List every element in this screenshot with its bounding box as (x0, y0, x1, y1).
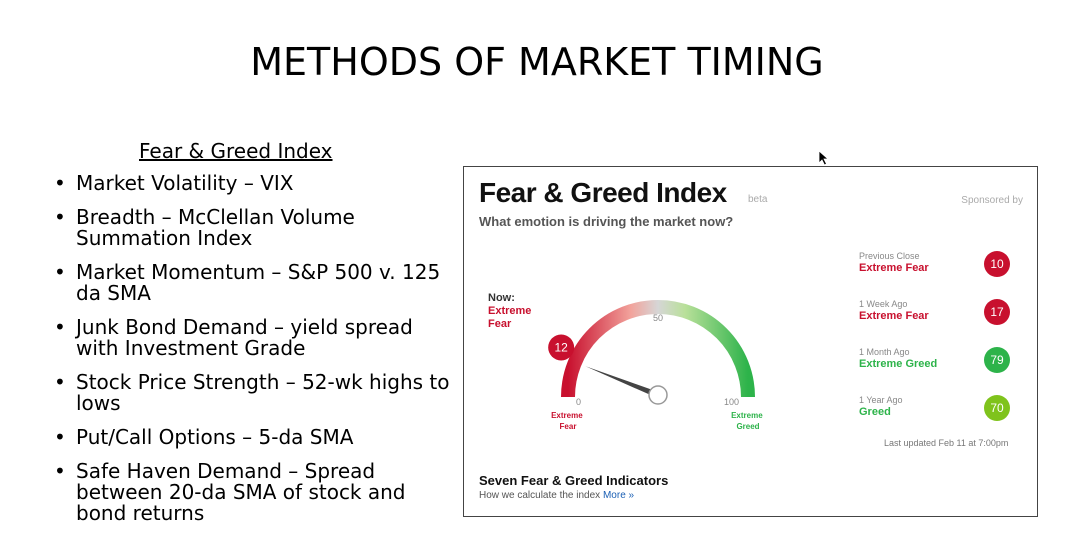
list-item: Safe Haven Demand – Spread between 20-da… (54, 461, 454, 524)
gauge-high-label-line2: Greed (736, 422, 759, 431)
history-row-previous-close: Previous Close Extreme Fear 10 (859, 251, 1019, 299)
history-score-badge: 17 (984, 299, 1010, 325)
list-item: Junk Bond Demand – yield spread with Inv… (54, 317, 454, 359)
how-calculated-text: How we calculate the index (479, 490, 601, 501)
list-item: Stock Price Strength – 52-wk highs to lo… (54, 372, 454, 414)
now-label: Now: (488, 292, 515, 304)
list-item: Market Momentum – S&P 500 v. 125 da SMA (54, 262, 454, 304)
history-sentiment: Extreme Fear (859, 262, 929, 274)
gauge-low-label: Extreme Fear (551, 411, 585, 431)
slide-title: METHODS OF MARKET TIMING (250, 40, 824, 84)
panel-subtitle: What emotion is driving the market now? (479, 214, 734, 229)
list-heading: Fear & Greed Index (139, 139, 333, 163)
gauge-current-badge (548, 334, 575, 361)
panel-title: Fear & Greed Index (479, 177, 727, 208)
list-item: Put/Call Options – 5-da SMA (54, 427, 454, 449)
history-score-badge: 79 (984, 347, 1010, 373)
list-item: Market Volatility – VIX (54, 173, 454, 195)
seven-indicators-subtitle: How we calculate the index More » (479, 490, 634, 501)
more-link[interactable]: More » (602, 490, 635, 501)
mouse-cursor-icon (818, 150, 830, 166)
seven-indicators-title: Seven Fear & Greed Indicators (479, 473, 669, 488)
gauge-min-label: 0 (576, 397, 581, 407)
gauge-low-label-line1: Extreme (551, 411, 583, 420)
history-score-badge: 10 (984, 251, 1010, 277)
gauge-high-label-line1: Extreme (731, 411, 763, 420)
history-period: 1 Month Ago (859, 347, 910, 357)
history-period: Previous Close (859, 251, 920, 261)
history-score-badge: 70 (984, 395, 1010, 421)
gauge-high-label: Extreme Greed (731, 411, 765, 431)
history-row-1-year: 1 Year Ago Greed 70 (859, 395, 1019, 443)
gauge-max-label: 100 (724, 397, 739, 407)
history-period: 1 Week Ago (859, 299, 908, 309)
history-sentiment: Greed (859, 406, 891, 418)
gauge-arc (561, 300, 755, 398)
history-period: 1 Year Ago (859, 395, 903, 405)
fear-greed-panel: Fear & Greed Index beta Sponsored by Wha… (463, 166, 1038, 517)
history-sentiment: Extreme Fear (859, 310, 929, 322)
history-sentiment: Extreme Greed (859, 358, 938, 370)
gauge-needle (585, 366, 660, 398)
gauge-mid-label: 50 (653, 313, 663, 323)
now-value: Extreme Fear (488, 305, 532, 330)
gauge-current-value: 12 (554, 340, 568, 354)
last-updated: Last updated Feb 11 at 7:00pm (884, 438, 1009, 448)
list-item: Breadth – McClellan Volume Summation Ind… (54, 207, 454, 249)
gauge-hub (648, 385, 668, 405)
gauge-low-label-line2: Fear (560, 422, 577, 431)
fear-greed-gauge: 0 50 100 Extreme Fear Extreme Greed 12 (548, 300, 765, 431)
beta-badge: beta (748, 194, 768, 205)
sponsored-label: Sponsored by (961, 195, 1023, 206)
history-row-1-month: 1 Month Ago Extreme Greed 79 (859, 347, 1019, 395)
history-row-1-week: 1 Week Ago Extreme Fear 17 (859, 299, 1019, 347)
indicator-list: Market Volatility – VIX Breadth – McClel… (54, 173, 454, 537)
history-list: Previous Close Extreme Fear 10 1 Week Ag… (859, 251, 1019, 443)
